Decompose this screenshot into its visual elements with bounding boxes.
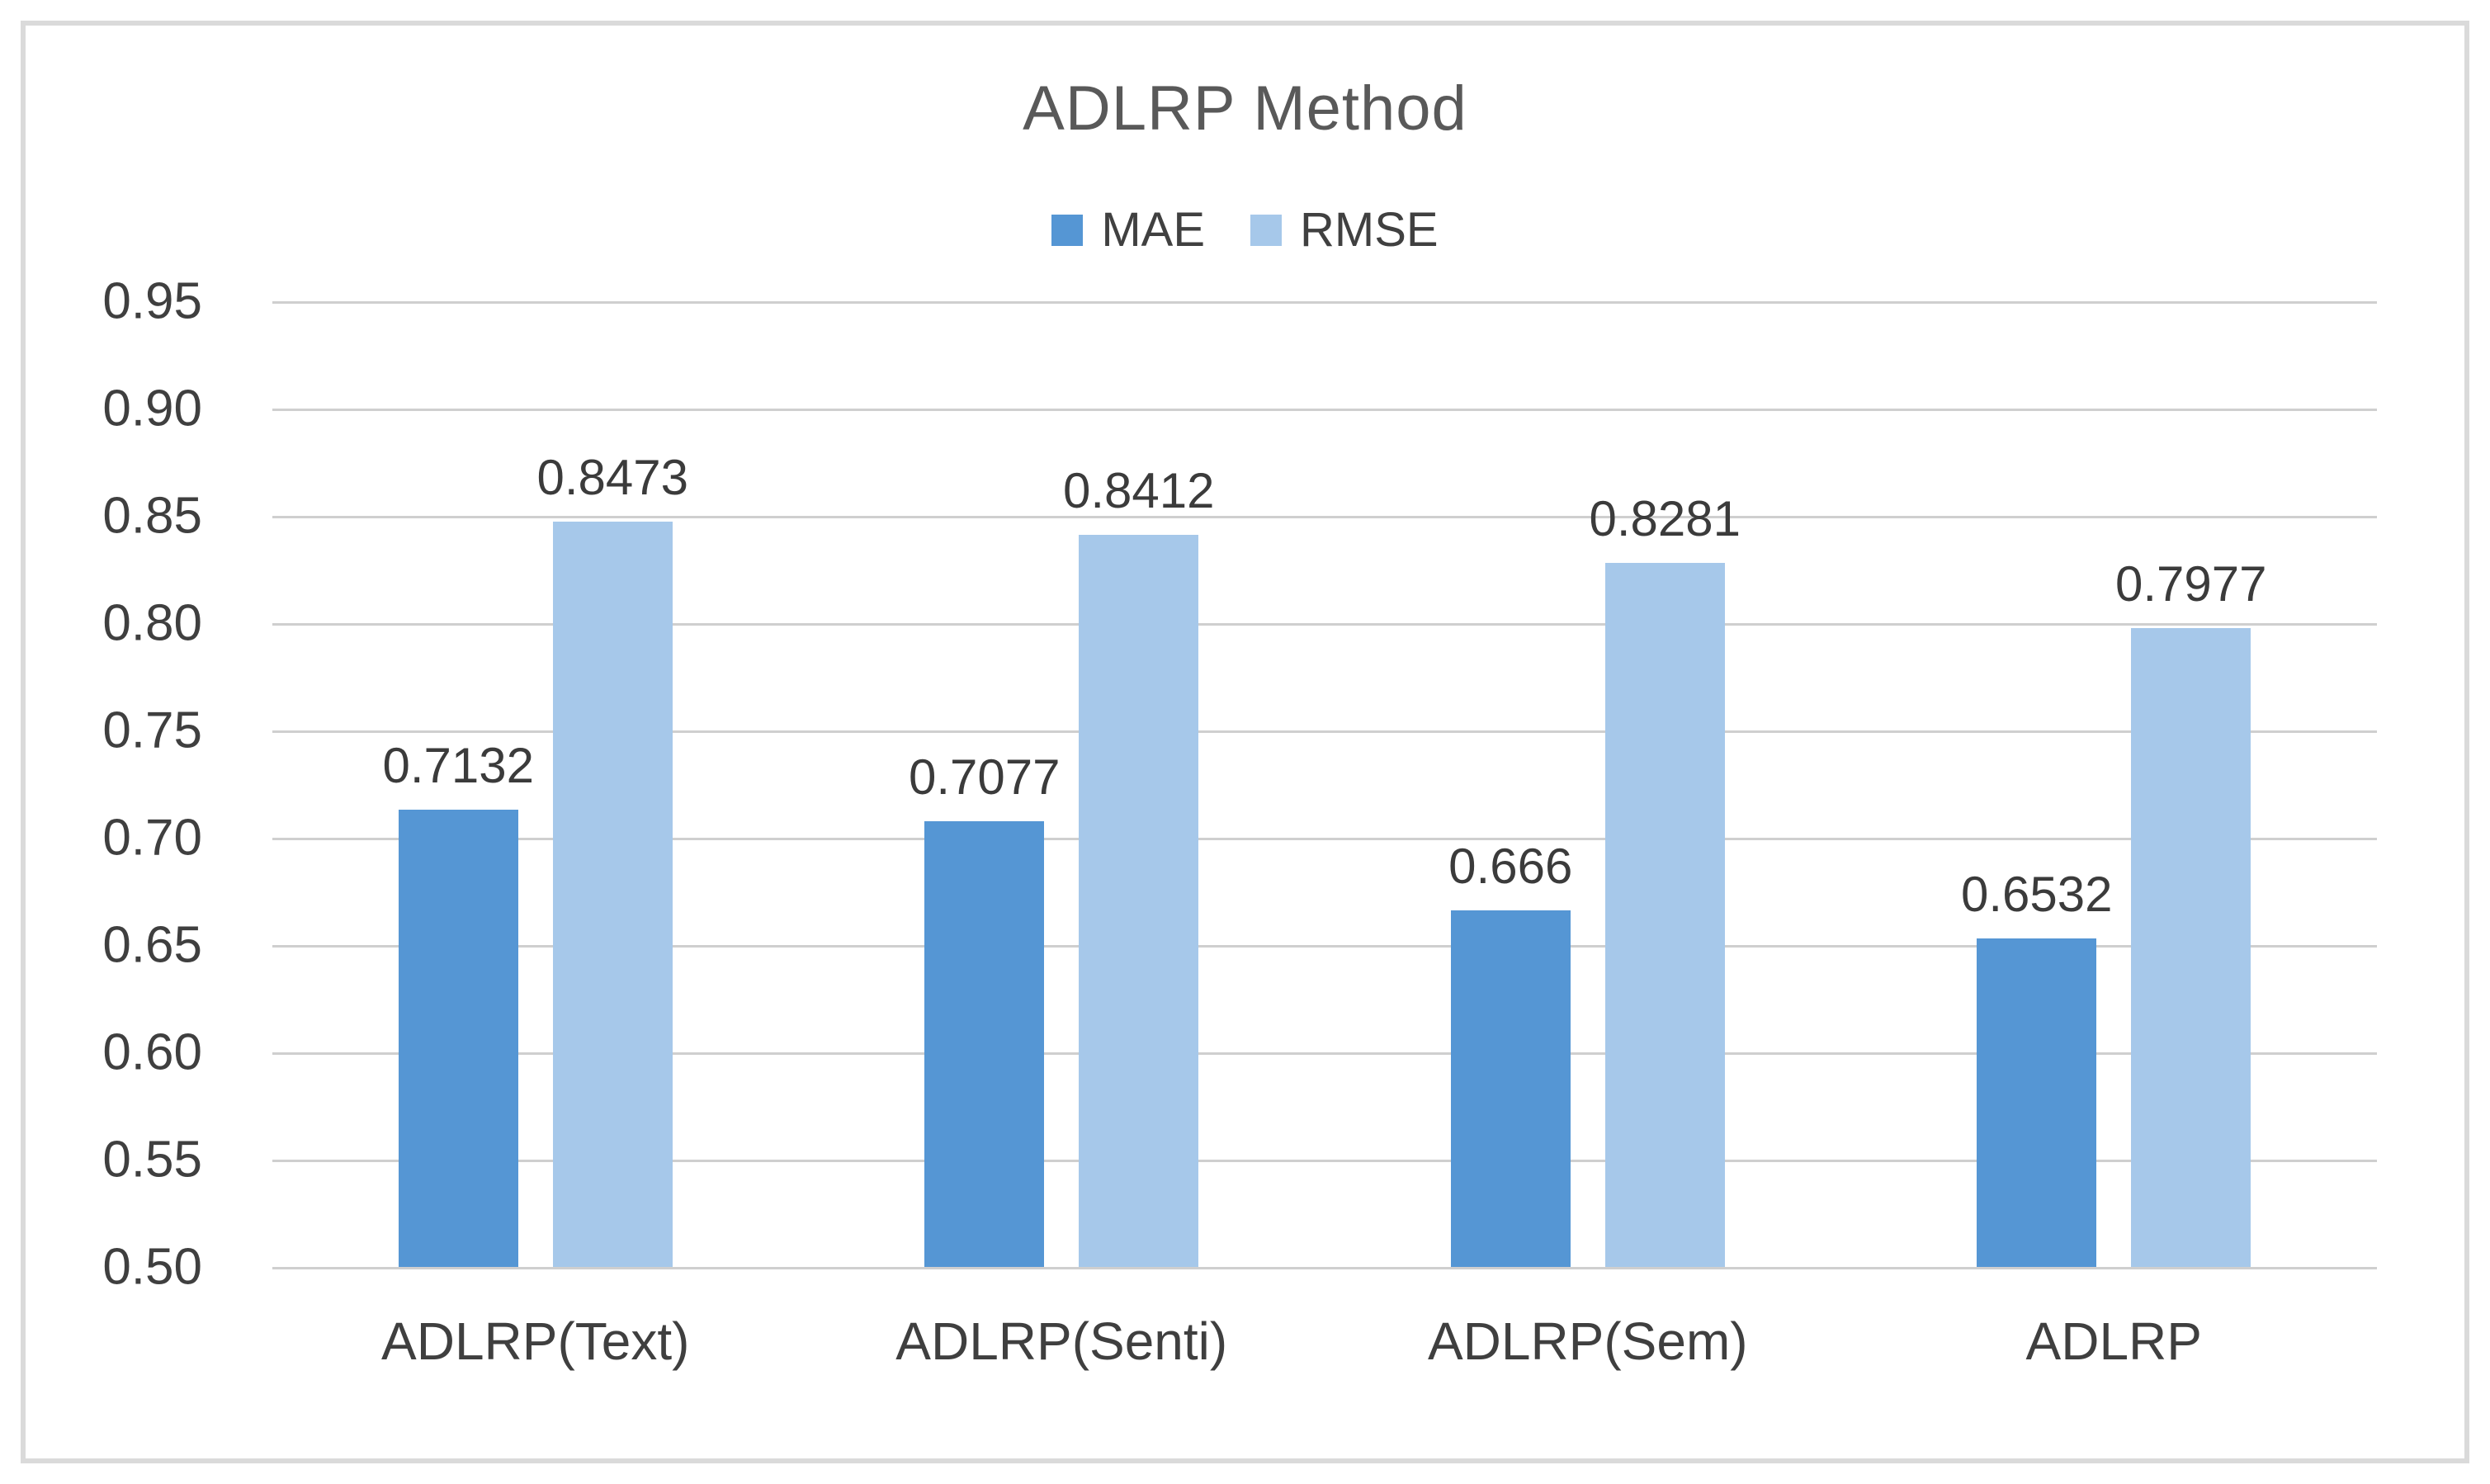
y-tick-label-0.60: 0.60 xyxy=(102,1023,202,1081)
legend-item-rmse: RMSE xyxy=(1250,202,1439,258)
legend-swatch-rmse-icon xyxy=(1250,214,1283,246)
bar-mae-adlrp-text xyxy=(398,809,518,1267)
legend-label-rmse: RMSE xyxy=(1300,203,1439,257)
y-gridline-0.85 xyxy=(272,516,2377,518)
y-gridline-0.55 xyxy=(272,1160,2377,1162)
legend: MAE RMSE xyxy=(0,202,2490,258)
category-label-adlrp-text: ADLRP(Text) xyxy=(381,1311,690,1371)
legend-label-mae: MAE xyxy=(1101,203,1206,257)
bar-mae-adlrp-sem xyxy=(1450,910,1571,1267)
legend-item-mae: MAE xyxy=(1051,202,1205,258)
y-tick-label-0.65: 0.65 xyxy=(102,916,202,974)
y-gridline-0.75 xyxy=(272,730,2377,733)
y-tick-label-0.95: 0.95 xyxy=(102,272,202,330)
category-label-adlrp-sem: ADLRP(Sem) xyxy=(1427,1311,1748,1371)
chart-title: ADLRP Method xyxy=(1023,73,1467,144)
y-gridline-0.95 xyxy=(272,301,2377,304)
value-label-rmse-adlrp-sem: 0.8281 xyxy=(1589,490,1741,546)
bar-mae-adlrp xyxy=(1977,938,2097,1267)
category-label-adlrp-senti: ADLRP(Senti) xyxy=(895,1311,1228,1371)
value-label-mae-adlrp-text: 0.7132 xyxy=(382,737,534,793)
value-label-rmse-adlrp: 0.7977 xyxy=(2114,555,2267,612)
y-tick-label-0.85: 0.85 xyxy=(102,487,202,545)
value-label-rmse-adlrp-text: 0.8473 xyxy=(536,450,688,506)
bar-rmse-adlrp-senti xyxy=(1079,534,1199,1267)
legend-swatch-mae-icon xyxy=(1051,214,1084,246)
y-gridline-0.70 xyxy=(272,838,2377,840)
bar-mae-adlrp-senti xyxy=(924,820,1045,1267)
bar-rmse-adlrp-text xyxy=(552,522,673,1267)
y-gridline-0.65 xyxy=(272,945,2377,948)
value-label-mae-adlrp: 0.6532 xyxy=(1960,866,2113,922)
y-tick-label-0.75: 0.75 xyxy=(102,702,202,759)
y-gridline-0.80 xyxy=(272,623,2377,626)
plot-area xyxy=(272,301,2377,1269)
y-tick-label-0.55: 0.55 xyxy=(102,1131,202,1189)
y-tick-label-0.80: 0.80 xyxy=(102,594,202,652)
bar-rmse-adlrp-sem xyxy=(1604,562,1725,1267)
y-gridline-0.60 xyxy=(272,1052,2377,1055)
category-label-adlrp: ADLRP xyxy=(2025,1311,2202,1371)
value-label-mae-adlrp-senti: 0.7077 xyxy=(908,749,1061,805)
value-label-mae-adlrp-sem: 0.666 xyxy=(1448,839,1573,895)
y-gridline-0.90 xyxy=(272,409,2377,411)
y-gridline-0.50 xyxy=(272,1267,2377,1269)
bar-rmse-adlrp xyxy=(2131,627,2251,1267)
y-tick-label-0.50: 0.50 xyxy=(102,1238,202,1296)
y-tick-label-0.70: 0.70 xyxy=(102,809,202,867)
value-label-rmse-adlrp-senti: 0.8412 xyxy=(1062,462,1215,518)
y-tick-label-0.90: 0.90 xyxy=(102,380,202,437)
